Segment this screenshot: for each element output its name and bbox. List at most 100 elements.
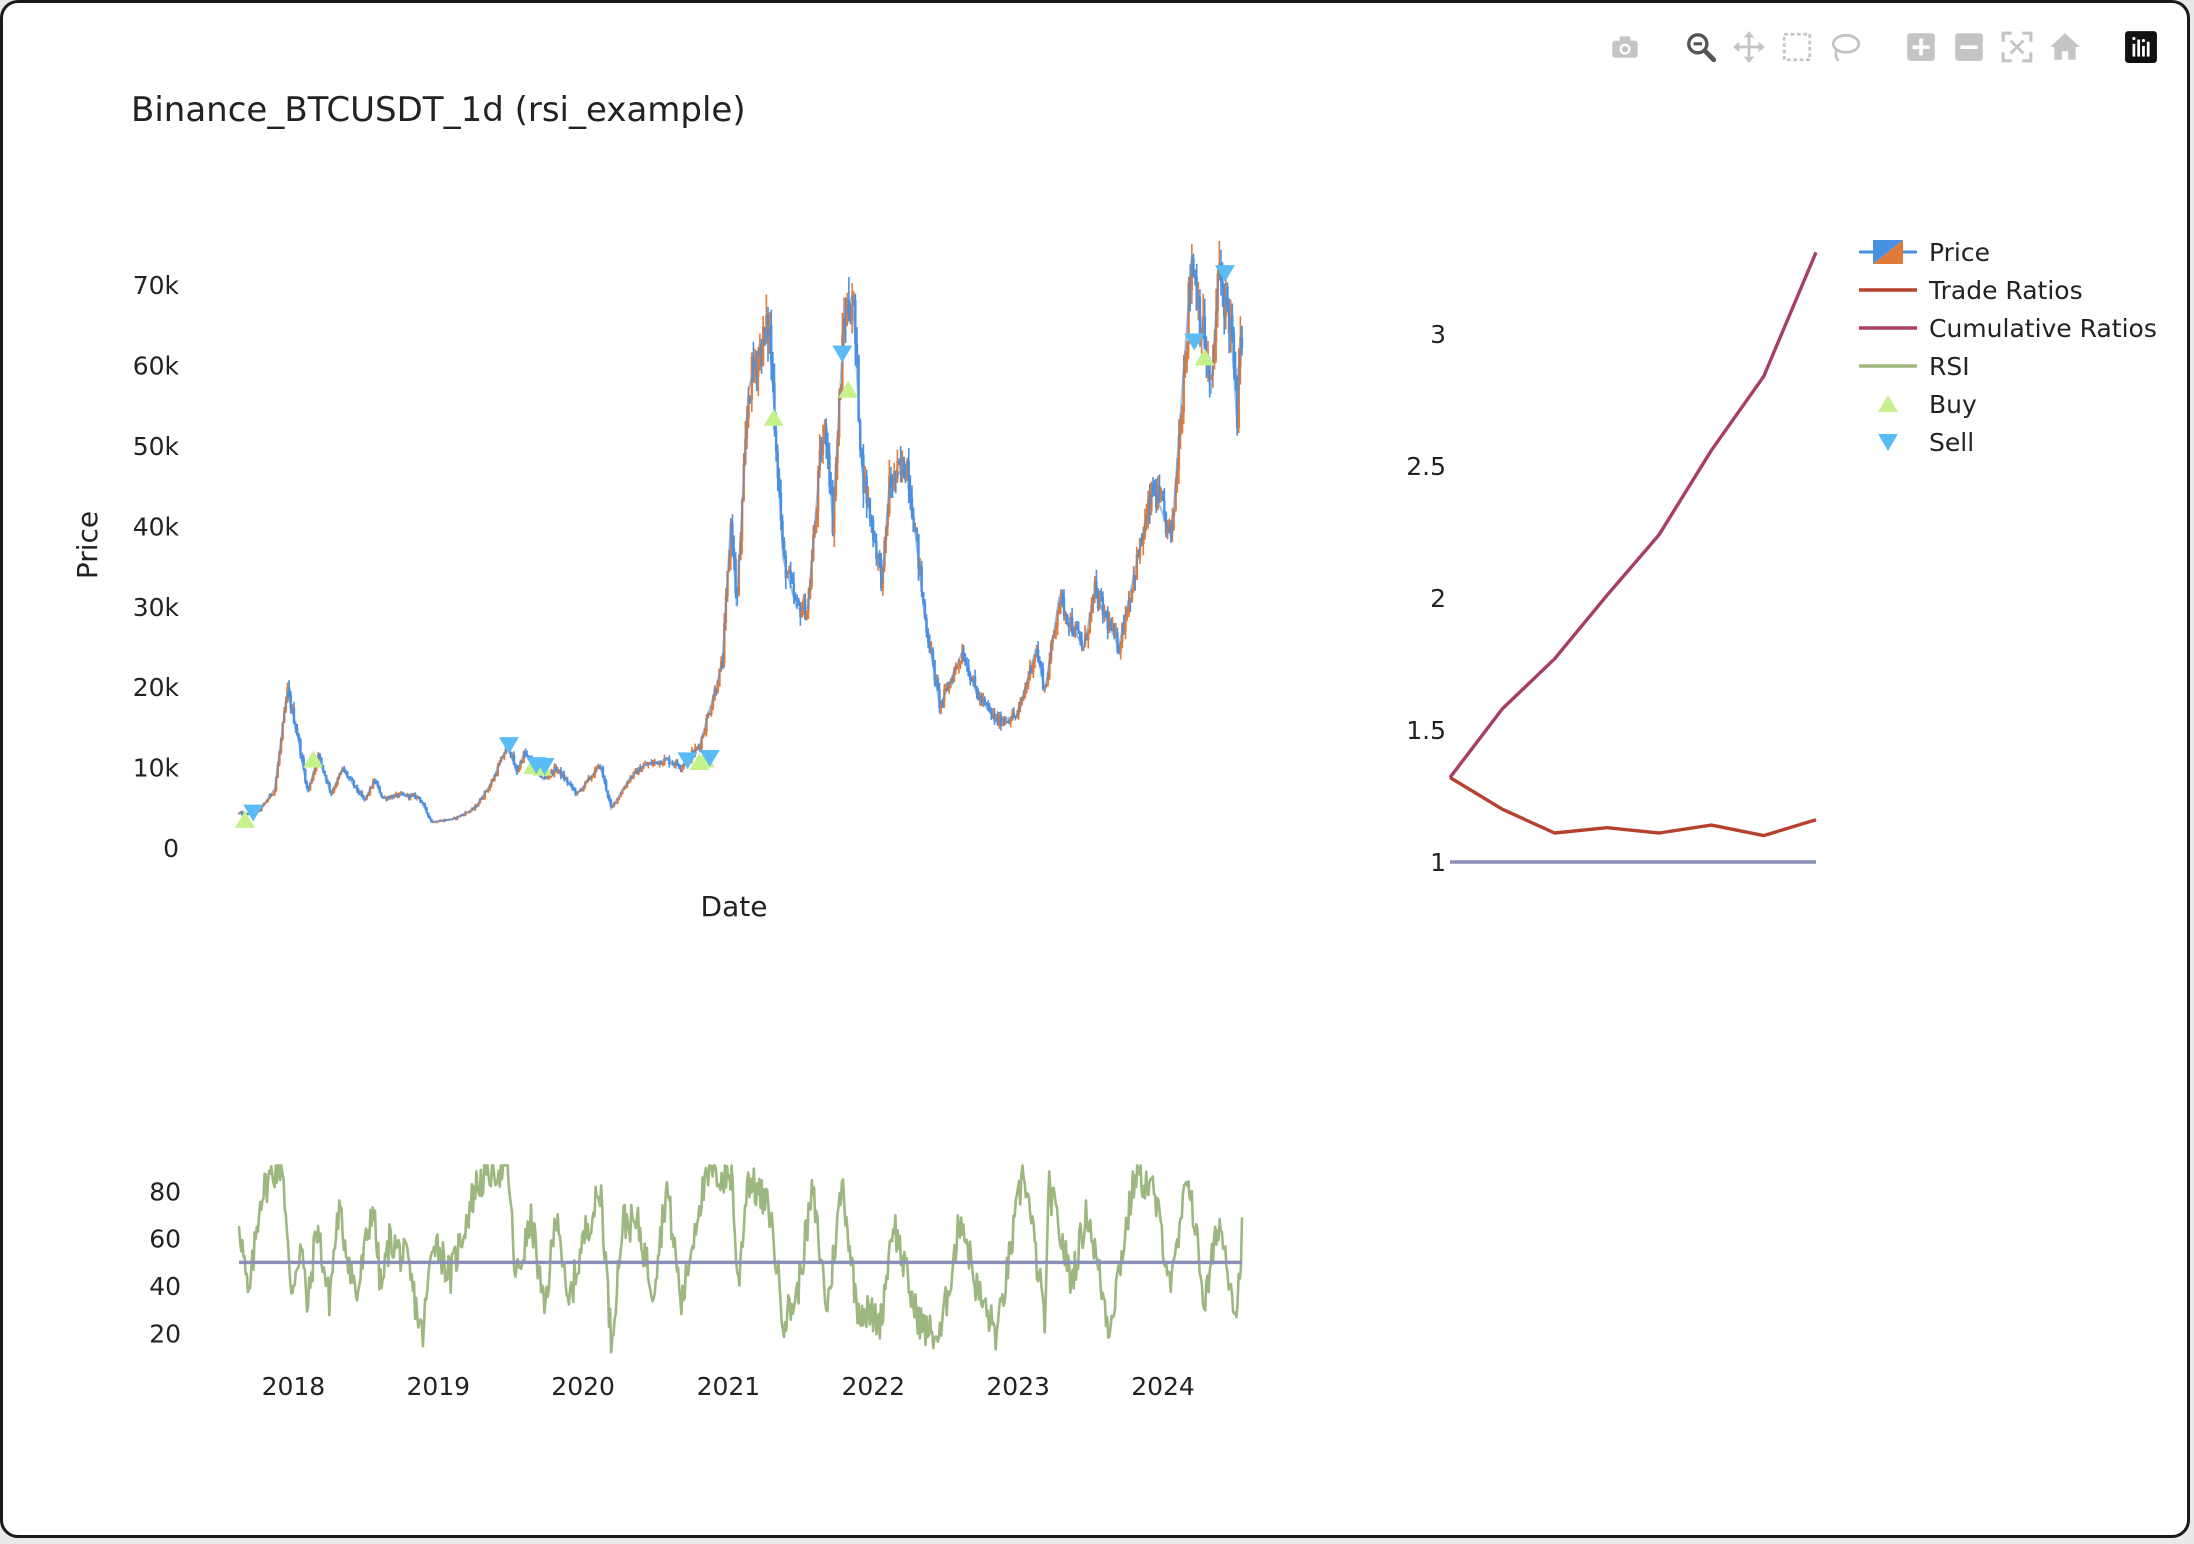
price-candle-body	[1059, 593, 1063, 604]
legend-label: Price	[1929, 238, 1990, 267]
price-y-axis-title: Price	[71, 511, 104, 579]
price-candle-body	[1027, 678, 1030, 684]
autoscale-icon[interactable]	[1999, 29, 2035, 65]
camera-icon[interactable]	[1607, 29, 1643, 65]
modebar-group-zoom	[1897, 29, 2089, 65]
price-candle-body	[781, 520, 784, 541]
price-candle-body	[273, 789, 276, 795]
price-candle-body	[571, 783, 574, 789]
ratios-panel[interactable]: 1 1.5 2 2.5 3	[1406, 251, 1818, 877]
price-candle-body	[609, 800, 613, 807]
price-candle-body	[920, 566, 923, 592]
price-candle-body	[991, 712, 995, 715]
price-candle-body	[1185, 344, 1189, 363]
price-candle-body	[1002, 721, 1006, 723]
price-candle-body	[844, 318, 847, 324]
legend-item[interactable]: Price	[1859, 238, 1990, 267]
price-candle-body	[640, 768, 644, 772]
price-candle-body	[716, 686, 720, 693]
price-candle-body	[1093, 581, 1096, 595]
price-candle-body	[666, 758, 669, 760]
price-candle-body	[482, 797, 485, 800]
price-candle-body	[757, 355, 760, 377]
price-candle-body	[1012, 713, 1016, 717]
legend-item[interactable]: Buy	[1878, 390, 1977, 419]
price-candle-body	[1163, 500, 1166, 514]
sell-marker	[534, 757, 555, 775]
price-candle-body	[972, 676, 975, 681]
price-candle-body	[795, 599, 799, 601]
plotly-logo-icon[interactable]	[2123, 29, 2159, 65]
price-candle-body	[386, 797, 390, 800]
price-candle-body	[351, 778, 354, 781]
price-candle-body	[711, 699, 715, 709]
price-candle-body	[423, 804, 427, 808]
zoom-in-icon[interactable]	[1903, 29, 1939, 65]
price-candle-body	[1114, 632, 1118, 634]
price-candle-body	[1161, 496, 1164, 501]
lasso-select-icon[interactable]	[1827, 29, 1863, 65]
price-candle-body	[546, 777, 550, 779]
price-candle-body	[681, 767, 684, 769]
price-candle-body	[590, 776, 593, 780]
price-candle-body	[1056, 614, 1059, 627]
price-candle-body	[239, 812, 242, 814]
modebar	[1573, 27, 2165, 67]
figure: Binance_BTCUSDT_1d (rsi_example) 0 10k 20k…	[71, 90, 2157, 1401]
buy-marker	[763, 408, 784, 426]
price-candle-body	[1088, 612, 1092, 633]
price-candle-body	[517, 767, 521, 772]
rsi-line	[237, 1164, 1244, 1354]
pan-icon[interactable]	[1731, 29, 1767, 65]
price-candle-body	[986, 704, 990, 708]
price-candle-body	[1134, 574, 1137, 580]
box-select-icon[interactable]	[1779, 29, 1815, 65]
price-candle-body	[614, 802, 618, 804]
price-candle-body	[1231, 314, 1234, 333]
price-candle-body	[1072, 632, 1075, 636]
price-candle-body	[761, 326, 765, 366]
legend-item[interactable]: Trade Ratios	[1859, 276, 2083, 305]
price-candle-body	[800, 610, 804, 618]
legend-item[interactable]: Sell	[1878, 428, 1974, 457]
reset-axes-icon[interactable]	[2047, 29, 2083, 65]
price-candle-body	[755, 364, 758, 377]
price-candle-body	[656, 762, 660, 765]
zoom-out-icon[interactable]	[1951, 29, 1987, 65]
price-candle-body	[698, 747, 702, 749]
price-candle-body	[960, 652, 964, 662]
modebar-group-export	[1601, 29, 1649, 65]
price-candle-body	[1007, 721, 1011, 723]
price-y-tick-label: 50k	[133, 432, 180, 461]
rsi-y-tick-label: 40	[149, 1272, 181, 1301]
rsi-y-ticks: 20 40 60 80	[149, 1177, 181, 1348]
zoom-icon[interactable]	[1683, 29, 1719, 65]
price-candle-body	[959, 661, 962, 664]
price-candle-body	[752, 356, 755, 370]
price-candle-body	[1001, 721, 1004, 727]
price-candle-body	[792, 582, 796, 598]
price-candle-body	[802, 599, 805, 611]
legend-item[interactable]: Cumulative Ratios	[1859, 314, 2157, 343]
price-x-axis-title: Date	[701, 890, 768, 923]
price-candle-body	[354, 785, 357, 787]
price-candle-body	[791, 577, 794, 583]
price-candle-body	[520, 761, 524, 763]
price-candle-body	[1032, 662, 1035, 673]
price-panel[interactable]: 0 10k 20k 30k 40k 50k 60k 70k Price Date	[71, 241, 1244, 923]
price-candle-body	[1064, 614, 1067, 617]
rsi-panel[interactable]: 20 40 60 80 2018 2019 2020 2021 2022 2023 2024	[149, 1164, 1244, 1401]
buy-marker	[234, 810, 255, 828]
legend-item[interactable]: RSI	[1859, 352, 1970, 381]
price-candle-body	[318, 754, 322, 758]
price-candle-body	[1048, 660, 1051, 678]
ratios-y-tick-label: 1.5	[1406, 716, 1446, 745]
modebar-group-logo	[2117, 29, 2165, 65]
price-candle-body	[1066, 614, 1069, 624]
price-candle-body	[1182, 370, 1185, 413]
price-candle-body	[1223, 286, 1226, 317]
price-candle-body	[359, 792, 362, 794]
price-candle-body	[333, 787, 336, 791]
price-candle-body	[661, 763, 665, 765]
legend-candle-up	[1873, 240, 1903, 264]
